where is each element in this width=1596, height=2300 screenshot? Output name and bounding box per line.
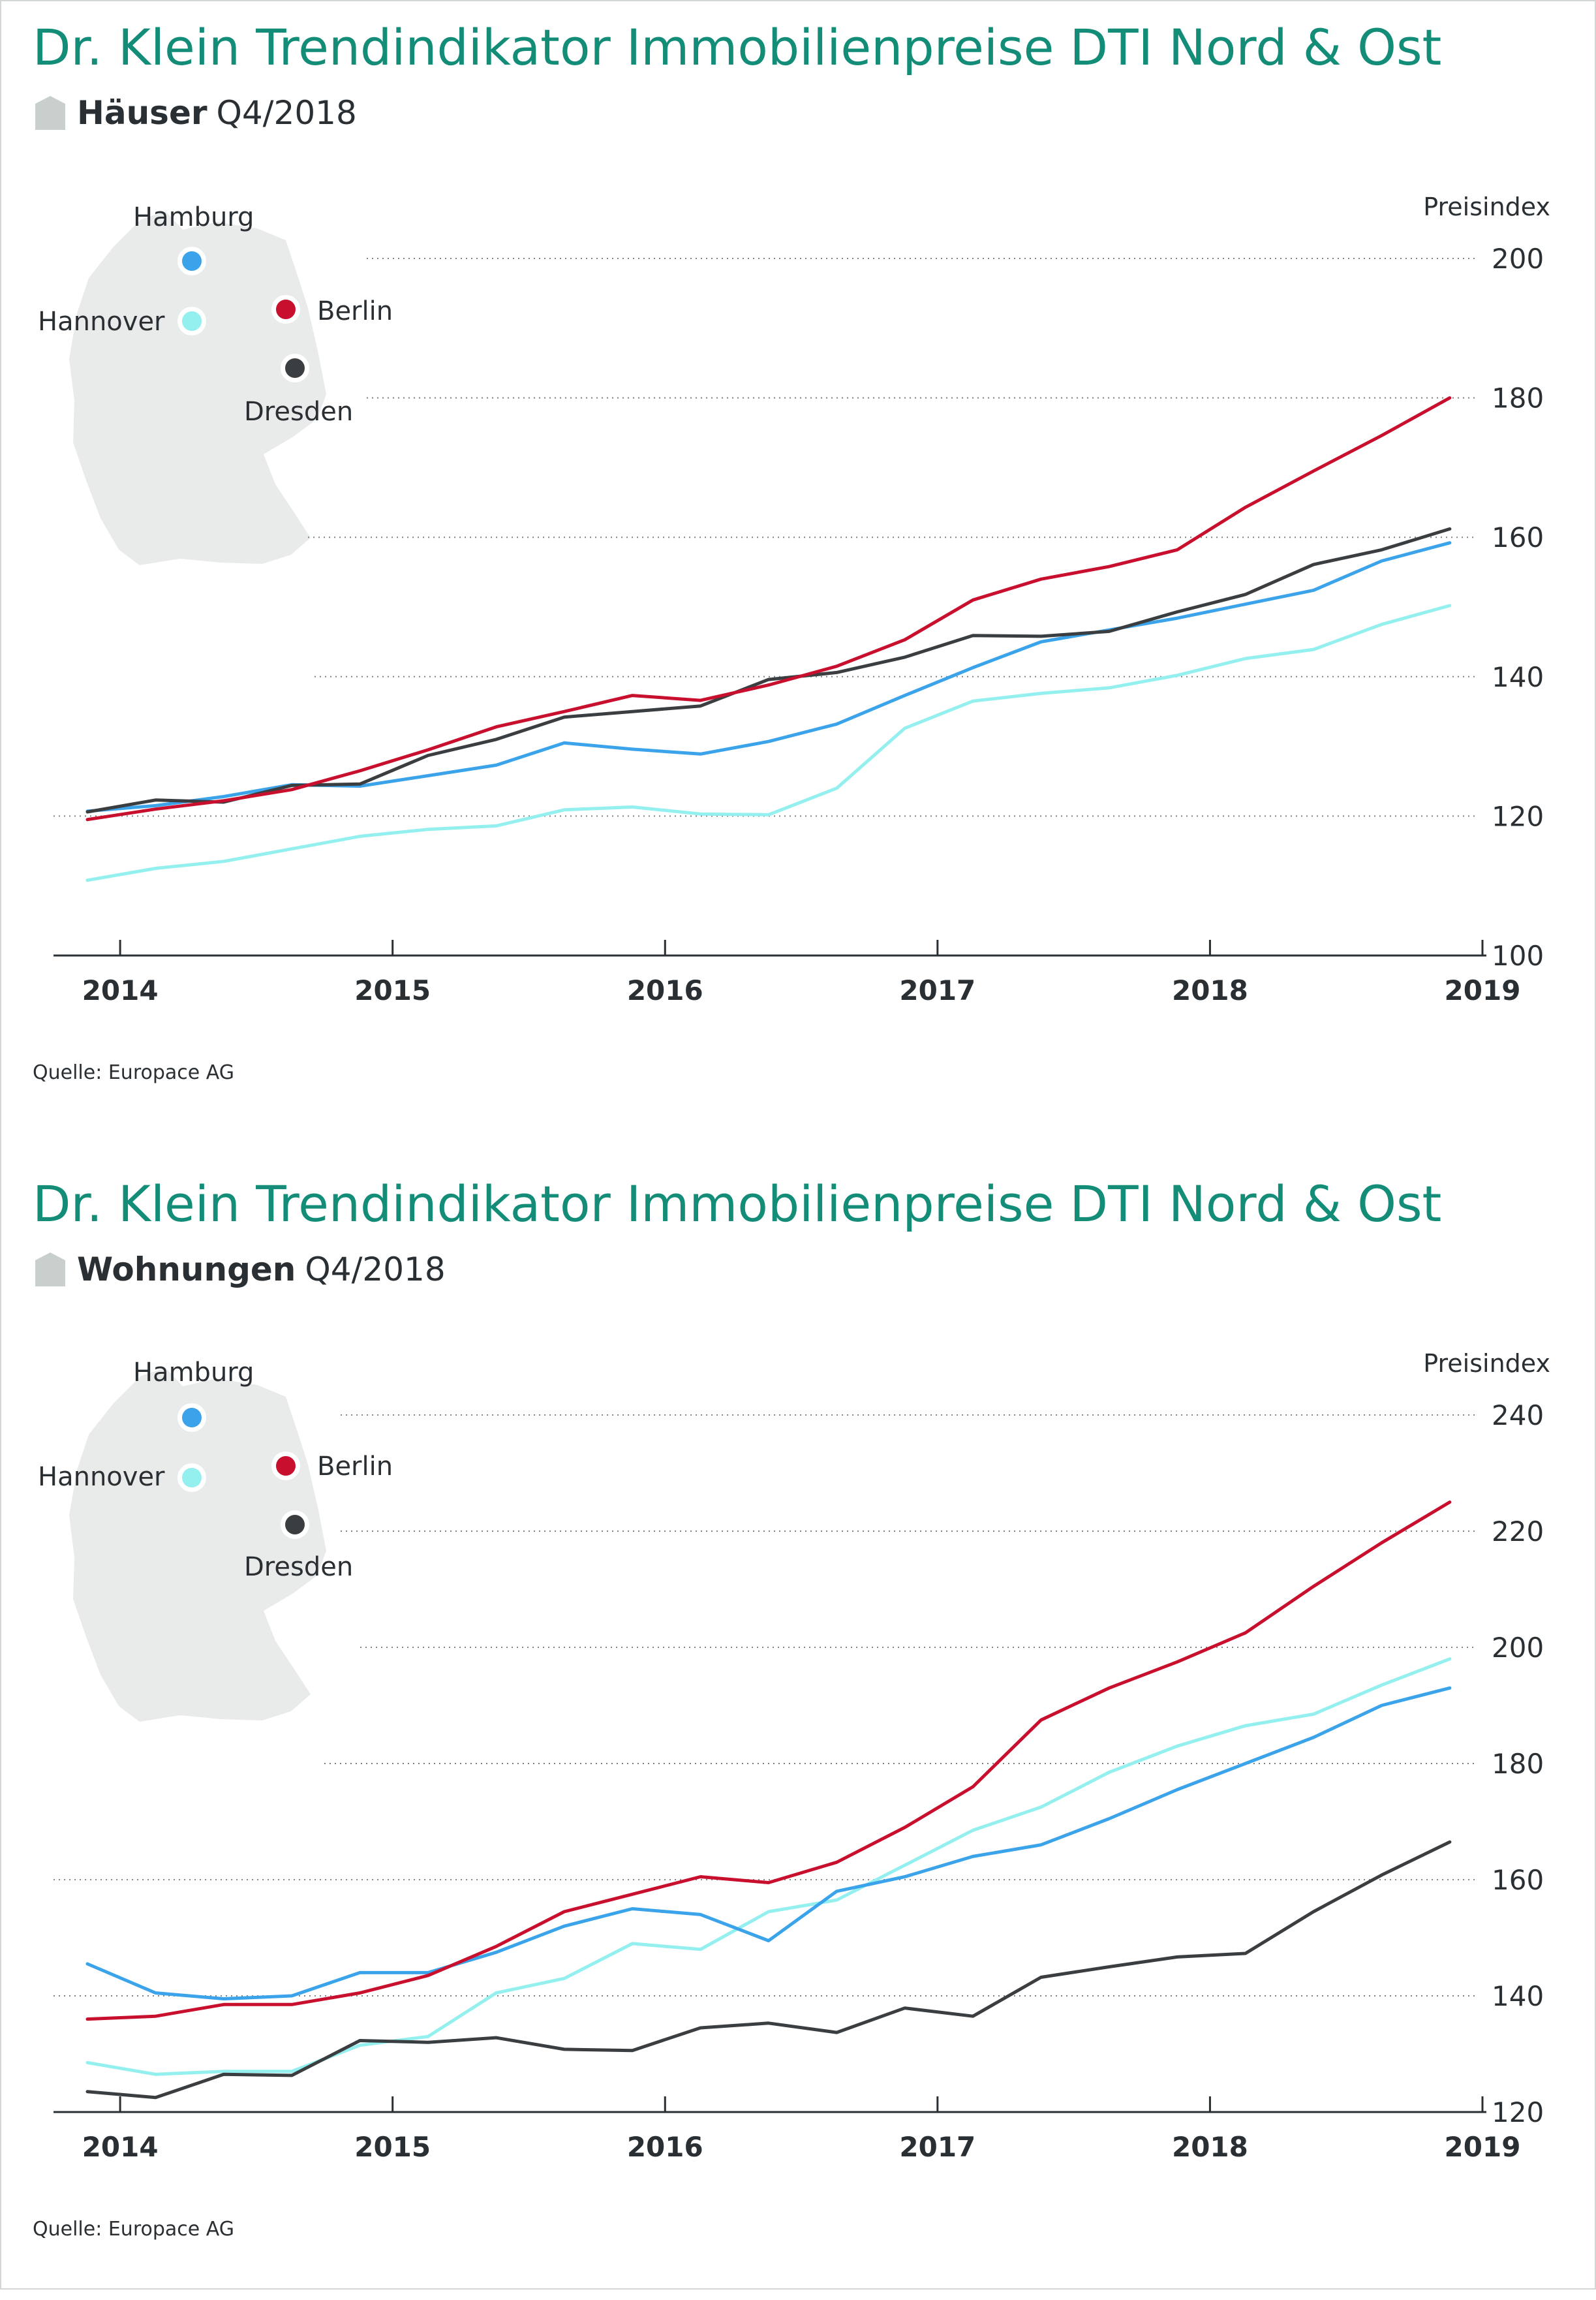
map-label-hamburg: Hamburg	[133, 1358, 254, 1388]
subtitle-category: Wohnungen	[77, 1251, 296, 1288]
map-label-hannover: Hannover	[38, 1462, 165, 1492]
x-tick-label: 2017	[899, 974, 975, 1006]
x-tick-label: 2015	[354, 974, 431, 1006]
map-marker-hannover	[182, 1468, 202, 1487]
map-marker-hamburg	[182, 1408, 202, 1427]
y-tick-label: 160	[1492, 521, 1544, 553]
x-tick-label: 2018	[1172, 2131, 1248, 2163]
map-marker-hamburg	[182, 251, 202, 271]
map-marker-hannover	[182, 311, 202, 331]
source-note: Quelle: Europace AG	[33, 1061, 235, 1084]
y-tick-label: 200	[1492, 243, 1544, 275]
y-tick-label: 140	[1492, 661, 1544, 693]
y-tick-label: 100	[1492, 940, 1544, 972]
y-tick-label: 180	[1492, 382, 1544, 414]
germany-map-icon	[69, 211, 326, 565]
y-tick-label: 120	[1492, 2096, 1544, 2128]
y-tick-label: 140	[1492, 1980, 1544, 2012]
chart-title: Dr. Klein Trendindikator Immobilienpreis…	[33, 18, 1442, 76]
series-line-dresden	[85, 1840, 1452, 2100]
series-line-berlin	[85, 1500, 1452, 2021]
y-tick-label: 180	[1492, 1748, 1544, 1780]
map-label-dresden: Dresden	[244, 1552, 354, 1582]
series-line-berlin	[85, 396, 1452, 822]
map-marker-dresden	[285, 1515, 305, 1534]
y-tick-label: 220	[1492, 1515, 1544, 1547]
x-tick-label: 2019	[1445, 2131, 1521, 2163]
subtitle-period: Q4/2018	[216, 94, 357, 132]
y-tick-label: 200	[1492, 1632, 1544, 1664]
x-tick-label: 2015	[354, 2131, 431, 2163]
series-line-hamburg	[85, 541, 1452, 813]
panel-houses: Dr. Klein Trendindikator Immobilienpreis…	[1, 1, 1595, 1143]
x-tick-label: 2014	[82, 2131, 159, 2163]
source-note: Quelle: Europace AG	[33, 2218, 235, 2241]
x-tick-label: 2016	[627, 2131, 703, 2163]
x-tick-label: 2017	[899, 2131, 975, 2163]
house-icon	[35, 96, 65, 130]
chart-subtitle: Wohnungen Q4/2018	[35, 1247, 446, 1292]
house-icon	[35, 1252, 65, 1286]
x-tick-label: 2018	[1172, 974, 1248, 1006]
line-chart-apartments: 120 140 160 180 200 220 240 Preisindex 2014 2015 2…	[54, 1349, 1550, 2163]
x-tick-label: 2016	[627, 974, 703, 1006]
x-tick-label: 2019	[1445, 974, 1521, 1006]
subtitle-period: Q4/2018	[305, 1251, 446, 1288]
map-marker-dresden	[285, 358, 305, 378]
y-axis-title: Preisindex	[1423, 1349, 1550, 1378]
subtitle-category: Häuser	[77, 94, 207, 132]
map-label-berlin: Berlin	[317, 1452, 393, 1482]
map-label-berlin: Berlin	[317, 296, 393, 326]
series-line-hamburg	[85, 1686, 1452, 2000]
x-tick-label: 2014	[82, 974, 159, 1006]
panel-apartments: Dr. Klein Trendindikator Immobilienpreis…	[1, 1158, 1595, 2300]
series-line-hannover	[85, 604, 1452, 882]
line-chart-houses: 100 120 140 160 180 200 Preisindex 2014 2015 2016…	[54, 193, 1550, 1006]
y-tick-label: 240	[1492, 1399, 1544, 1431]
map-label-hannover: Hannover	[38, 307, 165, 337]
germany-map-icon	[69, 1368, 326, 1722]
series-line-dresden	[85, 527, 1452, 814]
map-label-dresden: Dresden	[244, 397, 354, 427]
map-label-hamburg: Hamburg	[133, 202, 254, 232]
series-line-hannover	[85, 1657, 1452, 2076]
chart-title: Dr. Klein Trendindikator Immobilienpreis…	[33, 1175, 1442, 1233]
y-axis-title: Preisindex	[1423, 193, 1550, 221]
map-marker-berlin	[276, 300, 296, 319]
y-tick-label: 160	[1492, 1864, 1544, 1896]
map-marker-berlin	[276, 1456, 296, 1476]
y-tick-label: 120	[1492, 800, 1544, 832]
chart-subtitle: Häuser Q4/2018	[35, 90, 357, 136]
